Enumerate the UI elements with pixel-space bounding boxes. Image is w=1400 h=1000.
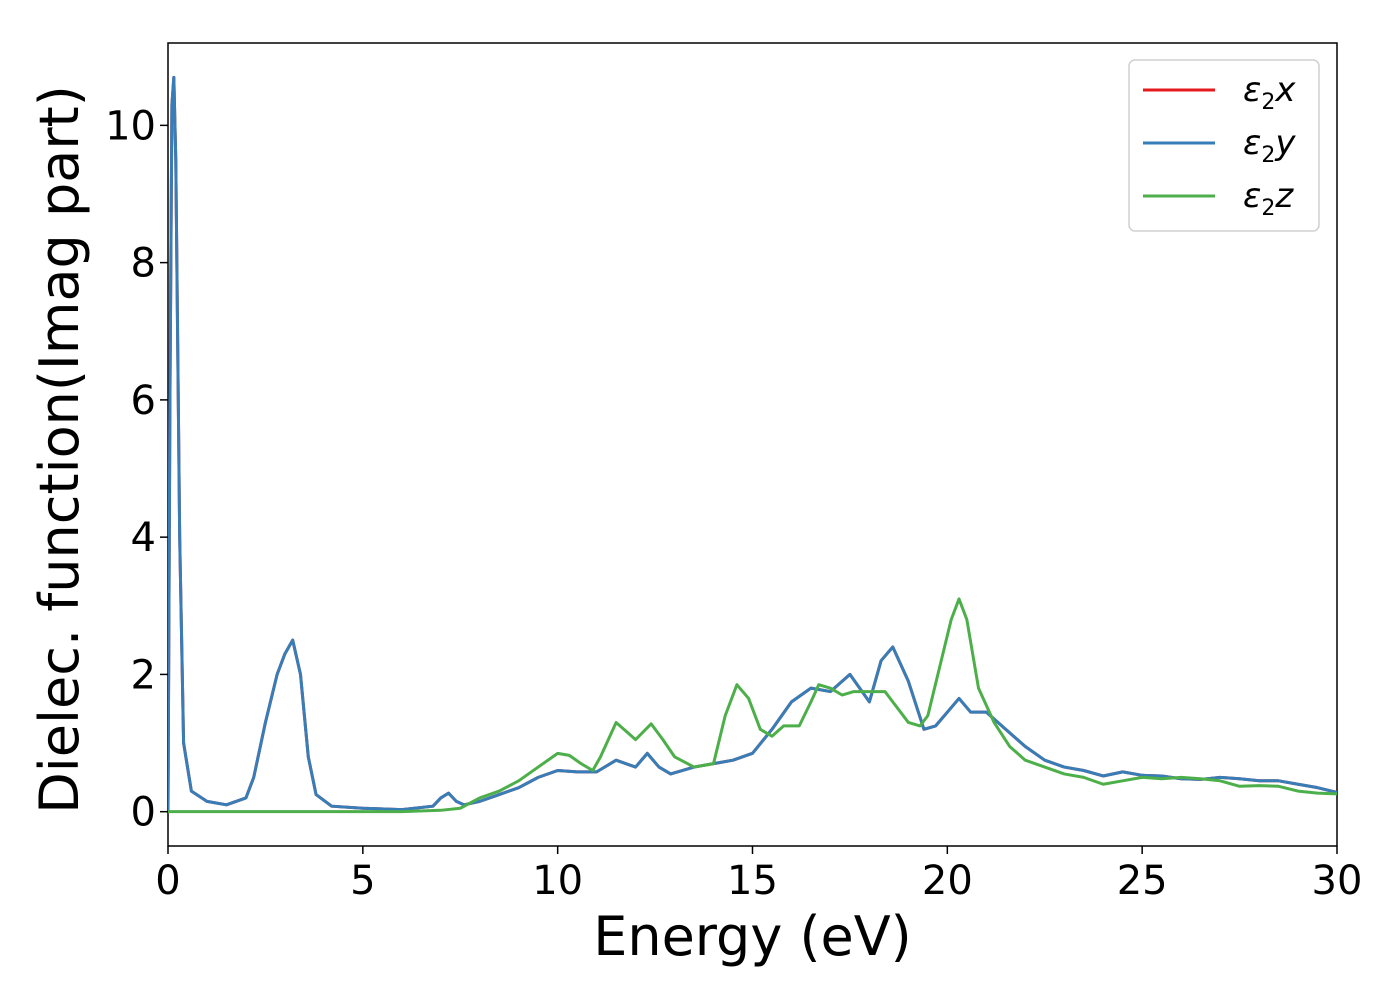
y-tick-label: 8 xyxy=(131,241,156,287)
y-axis-title: Dielec. function(Imag part) xyxy=(28,85,91,814)
y-tick-label: 10 xyxy=(105,103,156,149)
legend-label-y: ε2y xyxy=(1243,123,1296,168)
legend: ε2x ε2y ε2z xyxy=(1128,59,1320,232)
y-tick-label: 2 xyxy=(131,652,156,698)
series-layer xyxy=(168,75,1337,814)
y-axis: 0 2 4 6 8 10 xyxy=(105,103,168,836)
x-axis: 0 5 10 15 20 25 30 xyxy=(155,846,1362,904)
series-line-z xyxy=(168,597,1337,814)
x-tick-label: 25 xyxy=(1117,858,1168,904)
x-tick-label: 20 xyxy=(922,858,973,904)
y-tick-label: 6 xyxy=(131,378,156,424)
x-tick-label: 10 xyxy=(532,858,583,904)
x-tick-label: 15 xyxy=(727,858,778,904)
y-tick-label: 4 xyxy=(131,515,156,561)
series-clip-group xyxy=(168,75,1337,814)
legend-label-x: ε2x xyxy=(1243,70,1296,115)
x-tick-label: 5 xyxy=(350,858,375,904)
x-tick-label: 30 xyxy=(1312,858,1363,904)
legend-label-z: ε2z xyxy=(1243,176,1294,221)
x-axis-title: Energy (eV) xyxy=(593,905,912,968)
y-tick-label: 0 xyxy=(131,790,156,836)
x-tick-label: 0 xyxy=(155,858,180,904)
series-line-y xyxy=(168,75,1337,814)
legend-box xyxy=(1128,59,1320,232)
